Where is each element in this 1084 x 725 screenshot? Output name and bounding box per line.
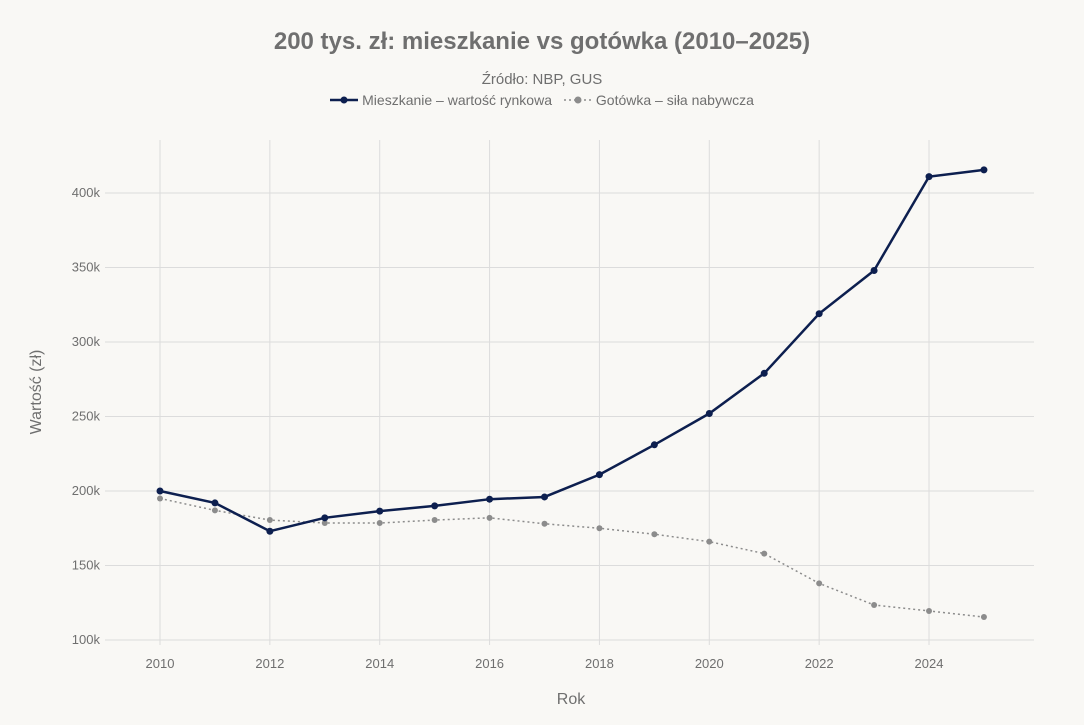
data-point [871, 601, 878, 608]
data-point [321, 520, 328, 527]
data-point [541, 493, 549, 501]
data-point [211, 507, 218, 514]
x-tick-label: 2020 [695, 656, 724, 671]
data-point [815, 310, 823, 318]
data-point [596, 525, 603, 532]
x-tick-label: 2022 [805, 656, 834, 671]
data-point [157, 495, 163, 502]
x-tick-label: 2012 [255, 656, 284, 671]
y-tick-label: 250k [72, 409, 101, 424]
series-line-mieszkanie [159, 168, 985, 533]
x-axis-label: Rok [557, 691, 586, 708]
data-point [266, 517, 273, 524]
x-tick-label: 2018 [585, 656, 614, 671]
data-point [376, 520, 383, 527]
x-tick-label: 2014 [365, 656, 394, 671]
data-point [376, 507, 384, 515]
data-point [431, 517, 438, 524]
data-point [541, 520, 548, 527]
data-point [156, 487, 164, 495]
data-point [761, 550, 768, 557]
x-tick-label: 2024 [915, 656, 944, 671]
y-tick-label: 400k [72, 185, 101, 200]
data-point [486, 514, 493, 521]
legend: Mieszkanie – wartość rynkowa Gotówka – s… [0, 92, 1084, 108]
data-point [706, 538, 713, 545]
data-point [431, 502, 439, 510]
y-tick-label: 350k [72, 260, 101, 275]
legend-solid-line-icon [330, 96, 359, 104]
legend-item-mieszkanie[interactable]: Mieszkanie – wartość rynkowa [330, 92, 552, 108]
y-tick-label: 150k [72, 558, 101, 573]
chart-title: 200 tys. zł: mieszkanie vs gotówka (2010… [273, 28, 811, 55]
y-tick-label: 300k [72, 334, 101, 349]
data-point [870, 266, 878, 274]
data-point [595, 471, 603, 479]
y-axis-label: Wartość (zł) [28, 350, 45, 435]
data-point [211, 499, 219, 507]
data-point [650, 441, 658, 449]
x-tick-label: 2016 [475, 656, 504, 671]
data-point [980, 166, 988, 174]
y-tick-label: 200k [72, 483, 101, 498]
data-point [980, 614, 987, 621]
data-point [925, 173, 933, 181]
data-point [816, 580, 823, 587]
legend-dotted-line-icon [563, 96, 592, 104]
data-point [321, 514, 329, 522]
legend-item-gotowka[interactable]: Gotówka – siła nabywcza [563, 92, 754, 108]
chart-subtitle: Źródło: NBP, GUS [481, 71, 603, 88]
data-point [926, 607, 933, 614]
legend-label: Gotówka – siła nabywcza [595, 92, 754, 108]
data-point [486, 495, 494, 503]
legend-label: Mieszkanie – wartość rynkowa [362, 92, 552, 108]
x-tick-label: 2010 [146, 656, 175, 671]
y-tick-label: 100k [72, 632, 101, 647]
data-point [760, 369, 768, 377]
data-point [266, 527, 274, 535]
data-point [651, 531, 658, 538]
series-line-gotowka [159, 497, 985, 618]
data-point [705, 410, 713, 418]
